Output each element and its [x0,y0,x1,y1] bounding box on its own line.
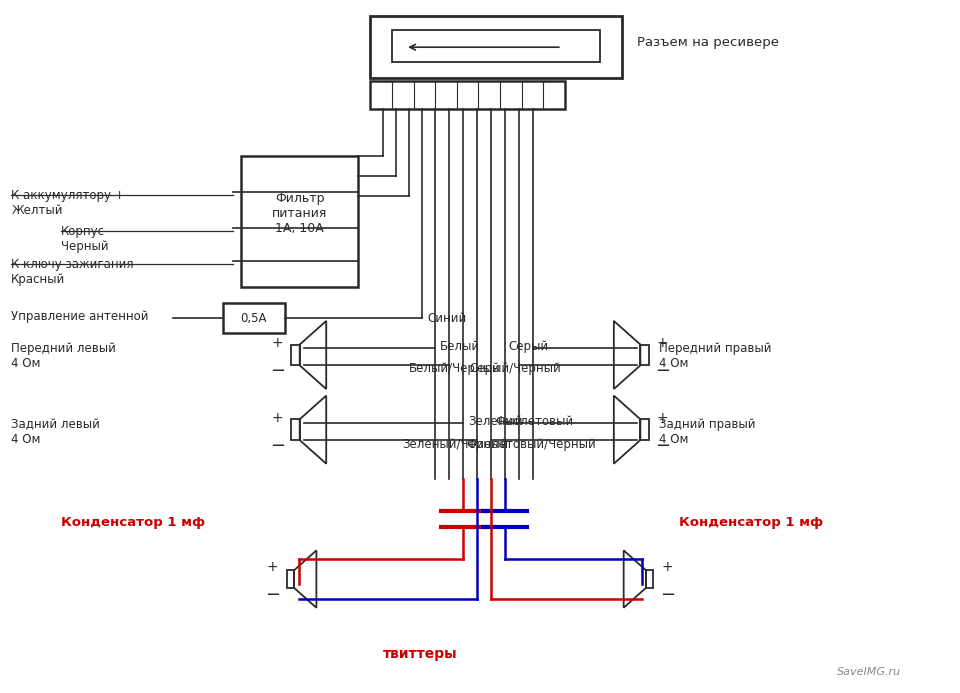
Text: Задний правый: Задний правый [660,418,756,431]
Text: Разъем на ресивере: Разъем на ресивере [636,36,779,49]
FancyBboxPatch shape [371,81,564,109]
Text: SaveIMG.ru: SaveIMG.ru [837,667,900,676]
Text: Задний левый: Задний левый [12,418,100,431]
Text: −: − [270,362,285,380]
Text: Конденсатор 1 мф: Конденсатор 1 мф [61,516,205,529]
Text: 0,5А: 0,5А [240,312,267,324]
Text: +: + [272,411,283,425]
Text: Зеленый/Черный: Зеленый/Черный [402,438,509,450]
Text: Фиолетовый: Фиолетовый [495,414,573,428]
FancyBboxPatch shape [292,419,300,440]
Text: Фильтр
питания
1А, 10А: Фильтр питания 1А, 10А [272,192,327,235]
Text: Белый: Белый [440,340,480,353]
Text: Передний правый: Передний правый [660,342,772,355]
FancyBboxPatch shape [292,344,300,365]
Text: Фиолетовый/Черный: Фиолетовый/Черный [466,438,596,450]
Text: К ключу зажигания: К ключу зажигания [12,258,133,272]
Text: Конденсатор 1 мф: Конденсатор 1 мф [680,516,824,529]
Text: +: + [657,336,668,350]
Text: К аккумулятору +: К аккумулятору + [12,188,125,202]
FancyBboxPatch shape [241,156,358,287]
Text: Корпус: Корпус [61,225,106,238]
FancyBboxPatch shape [287,570,294,588]
Text: 4 Ом: 4 Ом [12,357,41,370]
Text: Красный: Красный [12,273,65,286]
FancyBboxPatch shape [646,570,653,588]
Text: Черный: Черный [61,240,108,254]
Text: Синий: Синий [427,312,467,325]
Text: Передний левый: Передний левый [12,342,116,355]
Text: 4 Ом: 4 Ом [12,432,41,446]
Text: 4 Ом: 4 Ом [660,432,689,446]
Text: Серый: Серый [508,340,548,353]
Text: −: − [655,437,670,455]
Text: −: − [270,437,285,455]
Text: Управление антенной: Управление антенной [12,310,149,323]
Text: +: + [661,560,673,574]
Text: −: − [655,362,670,380]
Text: 4 Ом: 4 Ом [660,357,689,370]
Text: твиттеры: твиттеры [383,647,458,661]
Text: +: + [657,411,668,425]
FancyBboxPatch shape [371,17,621,78]
FancyBboxPatch shape [640,344,649,365]
Text: −: − [660,586,675,604]
Text: +: + [267,560,278,574]
Text: Белый/Черный: Белый/Черный [409,362,501,375]
Text: −: − [265,586,280,604]
FancyBboxPatch shape [223,303,284,333]
FancyBboxPatch shape [640,419,649,440]
Text: +: + [272,336,283,350]
Text: Зеленый: Зеленый [468,414,522,428]
Text: Желтый: Желтый [12,204,62,217]
FancyBboxPatch shape [393,30,600,62]
Text: Серый/Черный: Серый/Черный [469,362,561,375]
